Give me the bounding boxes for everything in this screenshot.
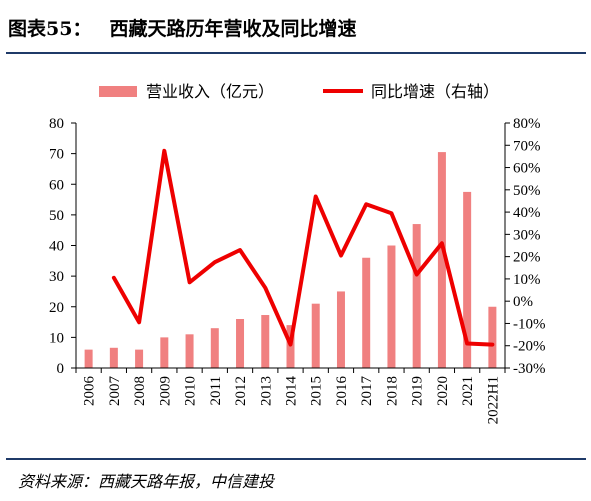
legend: 营业收入（亿元） 同比增速（右轴） xyxy=(99,82,499,101)
bar-2006 xyxy=(84,349,93,368)
x-tick-label: 2020 xyxy=(435,376,451,406)
source-note: 资料来源：西藏天路年报，中信建投 xyxy=(18,472,275,491)
y-left-tick-label: 70 xyxy=(49,147,64,163)
bar-2019 xyxy=(412,224,421,368)
y-left-tick-label: 40 xyxy=(49,239,64,255)
y-right-tick-label: 20% xyxy=(513,250,541,266)
bar-2009 xyxy=(160,337,169,368)
bar-2018 xyxy=(387,245,396,368)
y-right-tick-label: 70% xyxy=(513,138,541,154)
growth-line xyxy=(111,148,495,347)
x-tick-label: 2006 xyxy=(82,376,98,407)
bottom-rule xyxy=(6,458,586,460)
legend-bar-label: 营业收入（亿元） xyxy=(146,82,274,101)
bar-2007 xyxy=(109,347,118,368)
bar-series xyxy=(84,152,497,368)
bar-2022H1 xyxy=(488,306,497,368)
x-tick-label: 2022H1 xyxy=(485,376,501,424)
y-right-tick-label: 40% xyxy=(513,205,541,221)
top-rule xyxy=(6,52,586,54)
y-left-tick-label: 60 xyxy=(49,177,64,193)
bar-2017 xyxy=(362,257,371,368)
y-left-tick-label: 80 xyxy=(49,116,64,132)
bar-2021 xyxy=(463,191,472,368)
legend-bar-swatch xyxy=(99,86,137,97)
bar-2020 xyxy=(437,152,446,368)
x-tick-label: 2019 xyxy=(410,376,426,406)
bar-2013 xyxy=(261,315,270,368)
bar-2011 xyxy=(210,328,219,368)
legend-line-label: 同比增速（右轴） xyxy=(371,82,499,101)
x-tick-label: 2021 xyxy=(460,376,476,406)
tick-labels: 0 10 20 30 40 50 60 70 80 -30% -20% -10% 0% 10% 20% 30%… xyxy=(49,116,546,424)
figure-title: 图表55： 西藏天路历年营收及同比增速 xyxy=(8,14,356,41)
x-tick-label: 2015 xyxy=(309,376,325,406)
y-right-tick-label: 0% xyxy=(513,294,533,310)
x-tick-label: 2016 xyxy=(334,376,350,407)
line-series xyxy=(111,148,495,347)
bar-2008 xyxy=(135,349,144,368)
y-right-tick-label: 10% xyxy=(513,272,541,288)
y-right-tick-label: -20% xyxy=(513,339,546,355)
x-tick-label: 2014 xyxy=(284,376,300,407)
bar-2016 xyxy=(336,291,345,368)
y-right-tick-label: 50% xyxy=(513,183,541,199)
x-tick-label: 2008 xyxy=(132,376,148,406)
x-tick-label: 2013 xyxy=(258,376,274,406)
figure-number: 图表55： xyxy=(8,18,92,40)
y-left-tick-label: 50 xyxy=(49,208,64,224)
y-right-tick-label: -30% xyxy=(513,361,546,377)
y-right-tick-label: -10% xyxy=(513,316,546,332)
x-tick-label: 2009 xyxy=(157,376,173,406)
figure-title-text: 西藏天路历年营收及同比增速 xyxy=(109,18,357,40)
y-left-tick-label: 30 xyxy=(49,269,64,285)
x-tick-label: 2017 xyxy=(359,376,375,407)
x-tick-label: 2012 xyxy=(233,376,249,406)
bar-2015 xyxy=(311,303,320,368)
bar-2010 xyxy=(185,334,194,368)
y-left-tick-label: 20 xyxy=(49,300,64,316)
y-right-tick-label: 30% xyxy=(513,227,541,243)
y-left-tick-label: 10 xyxy=(49,330,64,346)
x-tick-label: 2010 xyxy=(183,376,199,406)
bar-2012 xyxy=(236,319,245,368)
y-left-tick-label: 0 xyxy=(57,361,65,377)
x-tick-label: 2007 xyxy=(107,376,123,407)
y-right-tick-label: 60% xyxy=(513,161,541,177)
x-tick-label: 2018 xyxy=(384,376,400,406)
axes xyxy=(71,122,510,373)
y-right-tick-label: 80% xyxy=(513,116,541,132)
x-tick-label: 2011 xyxy=(208,376,224,405)
